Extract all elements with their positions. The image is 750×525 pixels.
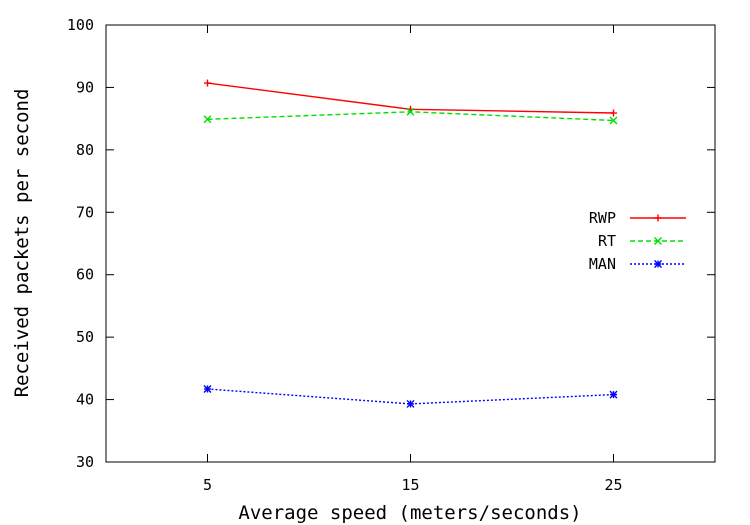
y-tick-label: 90 [76, 78, 94, 96]
point-marker [609, 116, 618, 125]
point-marker [203, 115, 212, 124]
y-tick-label: 50 [76, 328, 94, 346]
axis-ticks: 30 40 50 60 70 80 90 100 5 15 25 [67, 16, 715, 494]
y-tick-label: 70 [76, 203, 94, 221]
series-lines [203, 79, 618, 408]
y-tick-label: 40 [76, 391, 94, 409]
point-marker [406, 107, 415, 116]
y-tick-label: 100 [67, 16, 94, 34]
x-tick-label: 15 [401, 476, 419, 494]
point-marker [654, 260, 662, 268]
legend: RWP RT MAN [589, 209, 686, 273]
point-marker [609, 390, 618, 399]
y-axis-title: Received packets per second [11, 89, 33, 398]
y-tick-label: 30 [76, 453, 94, 471]
series-line [207, 111, 614, 122]
plot-frame [105, 24, 716, 463]
x-axis-title: Average speed (meters/seconds) [238, 502, 581, 524]
point-marker [654, 237, 662, 245]
legend-label: RT [598, 232, 616, 250]
point-marker [203, 384, 212, 393]
legend-label: RWP [589, 209, 616, 227]
series-man [203, 384, 618, 408]
y-tick-label: 80 [76, 141, 94, 159]
x-tick-label: 5 [203, 476, 212, 494]
x-tick-label: 25 [604, 476, 622, 494]
series-rwp [204, 79, 617, 117]
y-tick-label: 60 [76, 266, 94, 284]
legend-label: MAN [589, 255, 616, 273]
series-rt [203, 107, 618, 125]
point-marker [406, 399, 415, 408]
